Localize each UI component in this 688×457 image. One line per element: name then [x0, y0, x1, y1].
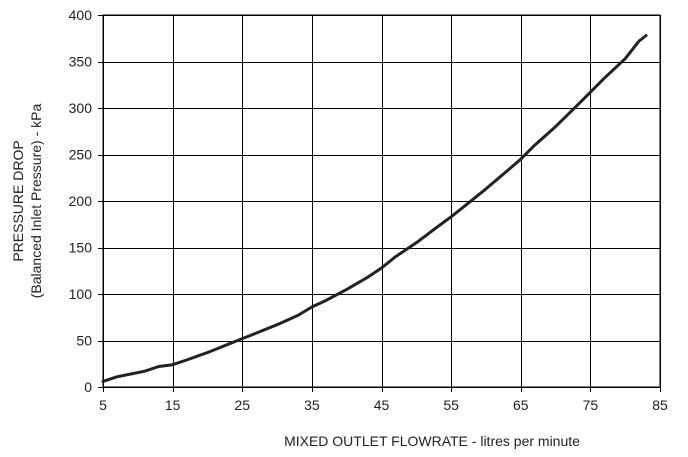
- y-axis-ticks: 0 50 100 150 200 250 300 350 400: [69, 7, 93, 395]
- series-line: [101, 34, 648, 383]
- plot-area-border: [102, 14, 661, 388]
- x-tick-label: 5: [99, 397, 107, 413]
- y-tick-label: 200: [69, 193, 93, 209]
- x-tick-label: 45: [374, 397, 390, 413]
- y-tick-label: 100: [69, 286, 93, 302]
- x-tick-label: 35: [304, 397, 320, 413]
- x-tick-label: 75: [583, 397, 599, 413]
- y-tick-label: 150: [69, 240, 93, 256]
- y-axis-title-line1: PRESSURE DROP: [10, 140, 26, 261]
- x-axis-title: MIXED OUTLET FLOWRATE - litres per minut…: [284, 433, 580, 449]
- y-axis-title-line2: (Balanced Inlet Pressure) - kPa: [28, 104, 44, 299]
- x-tick-label: 65: [513, 397, 529, 413]
- y-tick-label: 250: [69, 147, 93, 163]
- x-tick-label: 15: [165, 397, 181, 413]
- x-tick-label: 25: [234, 397, 250, 413]
- y-tick-label: 50: [76, 333, 92, 349]
- x-tick-label: 55: [443, 397, 459, 413]
- y-tick-label: 400: [69, 7, 93, 23]
- x-tick-label: 85: [652, 397, 668, 413]
- x-axis-ticks: 5 15 25 35 45 55 65 75 85: [99, 397, 668, 413]
- y-tick-label: 300: [69, 100, 93, 116]
- grid-lines: [98, 15, 661, 392]
- y-tick-label: 0: [84, 379, 92, 395]
- y-tick-label: 350: [69, 54, 93, 70]
